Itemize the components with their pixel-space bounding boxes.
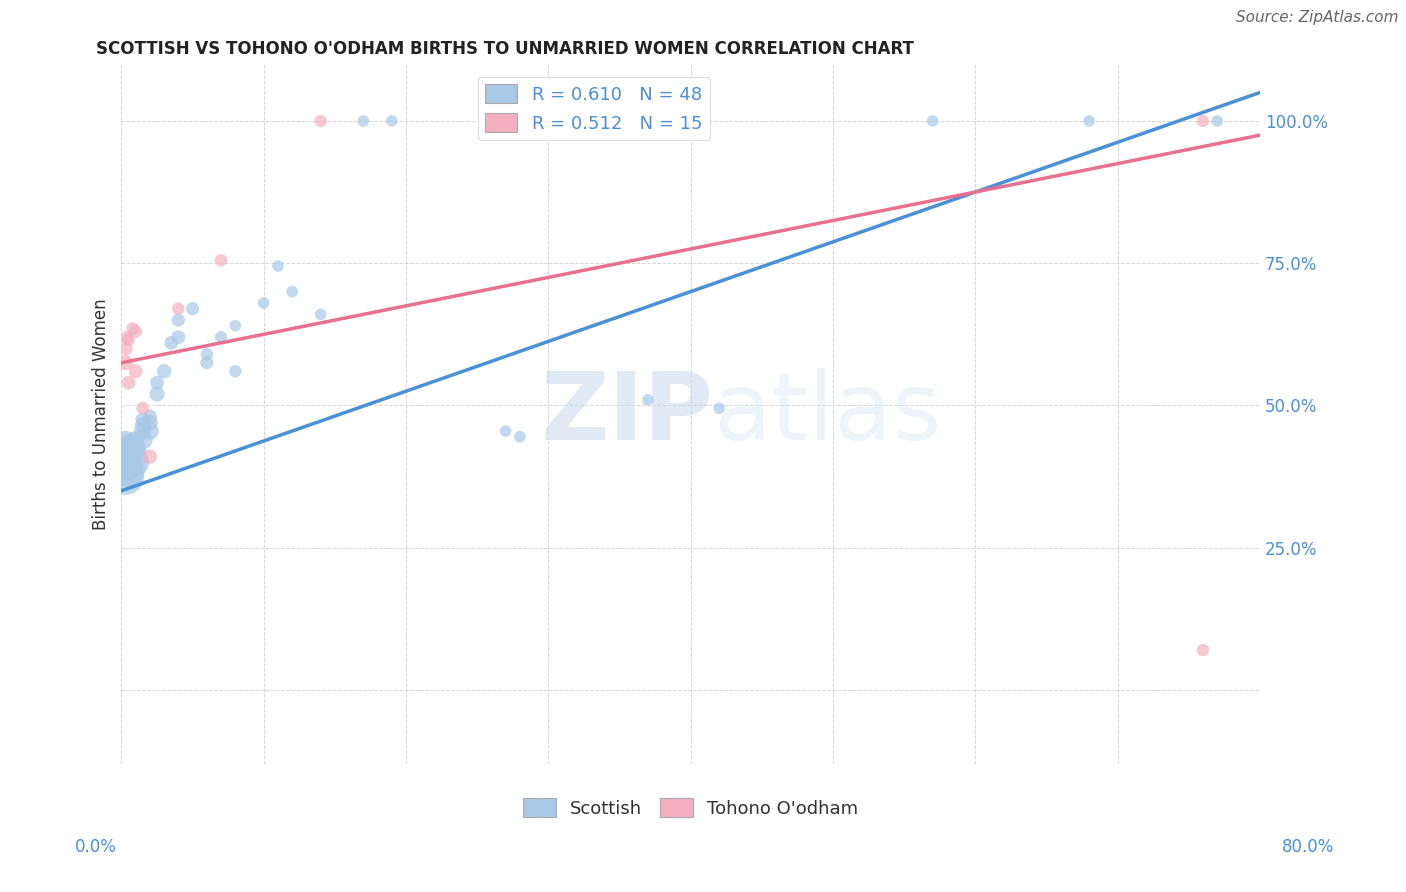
Point [132, 401, 155, 416]
Point [139, 409, 162, 424]
Point [167, 330, 190, 344]
Point [352, 114, 374, 128]
Text: 80.0%: 80.0% [1281, 838, 1334, 855]
Text: Source: ZipAtlas.com: Source: ZipAtlas.com [1236, 11, 1399, 25]
Point [139, 424, 162, 438]
Point [1078, 114, 1101, 128]
Point [124, 433, 146, 447]
Point [114, 342, 136, 356]
Point [124, 444, 146, 458]
Point [160, 335, 183, 350]
Point [167, 313, 190, 327]
Point [637, 392, 659, 407]
Point [1192, 643, 1215, 657]
Point [921, 114, 943, 128]
Point [509, 430, 531, 444]
Text: SCOTTISH VS TOHONO O'ODHAM BIRTHS TO UNMARRIED WOMEN CORRELATION CHART: SCOTTISH VS TOHONO O'ODHAM BIRTHS TO UNM… [96, 40, 914, 58]
Point [124, 438, 146, 452]
Point [132, 412, 155, 426]
Point [124, 455, 146, 469]
Point [114, 356, 136, 370]
Point [146, 387, 169, 401]
Point [114, 458, 136, 472]
Point [153, 364, 176, 378]
Point [1192, 114, 1215, 128]
Point [117, 435, 139, 450]
Y-axis label: Births to Unmarried Women: Births to Unmarried Women [93, 298, 110, 530]
Point [309, 307, 332, 321]
Point [132, 424, 155, 438]
Point [281, 285, 304, 299]
Point [224, 364, 246, 378]
Point [117, 458, 139, 472]
Point [117, 441, 139, 455]
Point [117, 333, 139, 347]
Text: 0.0%: 0.0% [75, 838, 117, 855]
Point [195, 347, 218, 361]
Point [1206, 114, 1229, 128]
Point [209, 253, 232, 268]
Point [253, 296, 276, 310]
Point [195, 356, 218, 370]
Point [114, 444, 136, 458]
Point [117, 464, 139, 478]
Point [495, 424, 517, 438]
Point [124, 364, 146, 378]
Point [117, 376, 139, 390]
Point [224, 318, 246, 333]
Point [117, 452, 139, 467]
Point [309, 114, 332, 128]
Point [124, 450, 146, 464]
Point [707, 401, 730, 416]
Point [117, 447, 139, 461]
Point [139, 416, 162, 430]
Point [121, 321, 143, 335]
Point [114, 469, 136, 483]
Point [115, 330, 138, 344]
Point [139, 450, 162, 464]
Point [267, 259, 290, 273]
Point [132, 418, 155, 433]
Point [381, 114, 404, 128]
Text: ZIP: ZIP [540, 368, 713, 460]
Text: atlas: atlas [713, 368, 942, 460]
Legend: Scottish, Tohono O'odham: Scottish, Tohono O'odham [516, 790, 866, 825]
Point [209, 330, 232, 344]
Point [146, 376, 169, 390]
Point [124, 325, 146, 339]
Point [132, 433, 155, 447]
Point [181, 301, 204, 316]
Point [114, 450, 136, 464]
Point [114, 435, 136, 450]
Point [167, 301, 190, 316]
